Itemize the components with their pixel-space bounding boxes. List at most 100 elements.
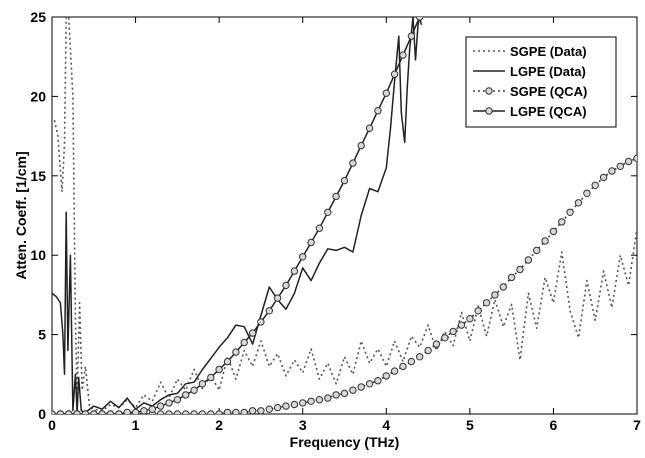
y-tick-label-0: 0	[38, 406, 46, 422]
series-3-point	[73, 410, 81, 414]
series-2-point	[608, 167, 616, 175]
series-2-point	[240, 408, 248, 414]
series-2-point	[583, 189, 591, 198]
series-2-point	[466, 315, 474, 323]
series-3-point	[365, 124, 374, 132]
series-2-point	[299, 399, 307, 407]
series-2	[52, 154, 637, 414]
series-2-point	[374, 377, 382, 385]
series-3-point	[165, 399, 173, 407]
series-3-point	[90, 410, 98, 414]
legend-label-2: SGPE (QCA)	[510, 84, 587, 99]
series-3-point	[223, 357, 232, 366]
series-2-point	[315, 396, 324, 404]
series-2-point	[349, 386, 357, 394]
series-layer	[52, 17, 637, 414]
series-3-point	[140, 407, 148, 414]
series-3-point	[382, 89, 390, 97]
series-3-point	[307, 238, 315, 247]
series-2-point	[549, 227, 558, 236]
series-3-point	[357, 141, 365, 150]
series-3-point	[65, 410, 73, 414]
series-2-point	[591, 181, 599, 190]
series-3-point	[148, 405, 157, 413]
y-tick-label-2: 10	[30, 247, 46, 263]
series-line-1	[52, 17, 423, 414]
series-3-point	[190, 386, 198, 394]
series-2-point	[432, 340, 441, 348]
series-2-point	[541, 237, 549, 245]
series-2-point	[207, 410, 215, 414]
series-2-point	[357, 383, 365, 391]
x-tick-label-7: 7	[633, 417, 641, 433]
series-1	[52, 17, 423, 414]
series-2-point	[407, 357, 416, 366]
series-2-point	[624, 157, 633, 166]
series-2-point	[382, 372, 390, 380]
x-tick-label-0: 0	[48, 417, 56, 433]
series-2-point	[273, 403, 282, 412]
series-3-point	[215, 365, 223, 374]
series-2-point	[449, 327, 457, 336]
x-tick-label-4: 4	[382, 417, 390, 433]
series-3-point	[198, 380, 207, 388]
x-tick-label-5: 5	[466, 417, 474, 433]
series-2-point	[232, 408, 240, 414]
series-3-point	[106, 410, 115, 414]
series-2-point	[248, 407, 257, 414]
series-3-point	[282, 281, 290, 290]
legend: SGPE (Data) LGPE (Data) SGPE (QCA) LGPE (QC…	[465, 36, 617, 128]
series-3-point	[232, 348, 240, 356]
x-tick-label-2: 2	[215, 417, 223, 433]
series-2-point	[399, 362, 407, 371]
y-tick-label-4: 20	[30, 88, 46, 104]
series-2-point	[173, 410, 182, 414]
series-line-2	[52, 157, 637, 414]
x-tick-label-3: 3	[299, 417, 307, 433]
legend-label-1: LGPE (Data)	[510, 64, 586, 79]
series-3-point	[115, 410, 123, 414]
series-3-point	[324, 208, 332, 217]
series-2-point	[574, 199, 583, 207]
series-2-point	[257, 407, 265, 414]
y-tick-label-1: 5	[38, 327, 46, 343]
series-2-point	[282, 402, 290, 410]
series-2-point	[616, 162, 624, 171]
y-axis: 0 5 10 15 20 25	[30, 9, 637, 422]
series-3-point	[240, 338, 248, 347]
series-3-point	[407, 32, 416, 40]
series-3-point	[290, 267, 299, 275]
x-axis: 0 1 2 3 4 5 6 7	[48, 17, 641, 433]
series-3-point	[98, 410, 106, 414]
series-2-point	[599, 173, 608, 182]
series-2-point	[390, 367, 399, 375]
series-2-point	[265, 405, 273, 413]
series-2-point	[290, 400, 299, 409]
series-3-point	[131, 408, 140, 414]
series-3-point	[81, 410, 90, 414]
series-2-point	[223, 408, 232, 414]
y-tick-label-3: 15	[30, 168, 46, 184]
series-2-point	[558, 218, 566, 226]
series-3-point	[349, 159, 357, 167]
legend-marker-3	[485, 107, 493, 115]
series-2-point	[332, 391, 340, 399]
series-3	[52, 17, 424, 414]
series-3-point	[315, 224, 324, 232]
x-axis-title: Frequency (THz)	[290, 434, 400, 450]
series-3-point	[273, 294, 282, 302]
series-3-point	[248, 329, 257, 337]
series-2-point	[324, 394, 332, 402]
series-2-point	[190, 410, 198, 414]
series-2-point	[424, 346, 432, 355]
series-3-point	[207, 373, 215, 382]
series-2-point	[482, 299, 491, 307]
series-3-point	[340, 176, 349, 185]
series-2-point	[182, 410, 190, 414]
series-3-point	[52, 410, 56, 414]
series-2-point	[516, 265, 524, 274]
series-3-point	[399, 51, 407, 59]
series-3-point	[265, 307, 273, 315]
series-3-point	[182, 391, 190, 399]
series-2-point	[307, 397, 315, 405]
